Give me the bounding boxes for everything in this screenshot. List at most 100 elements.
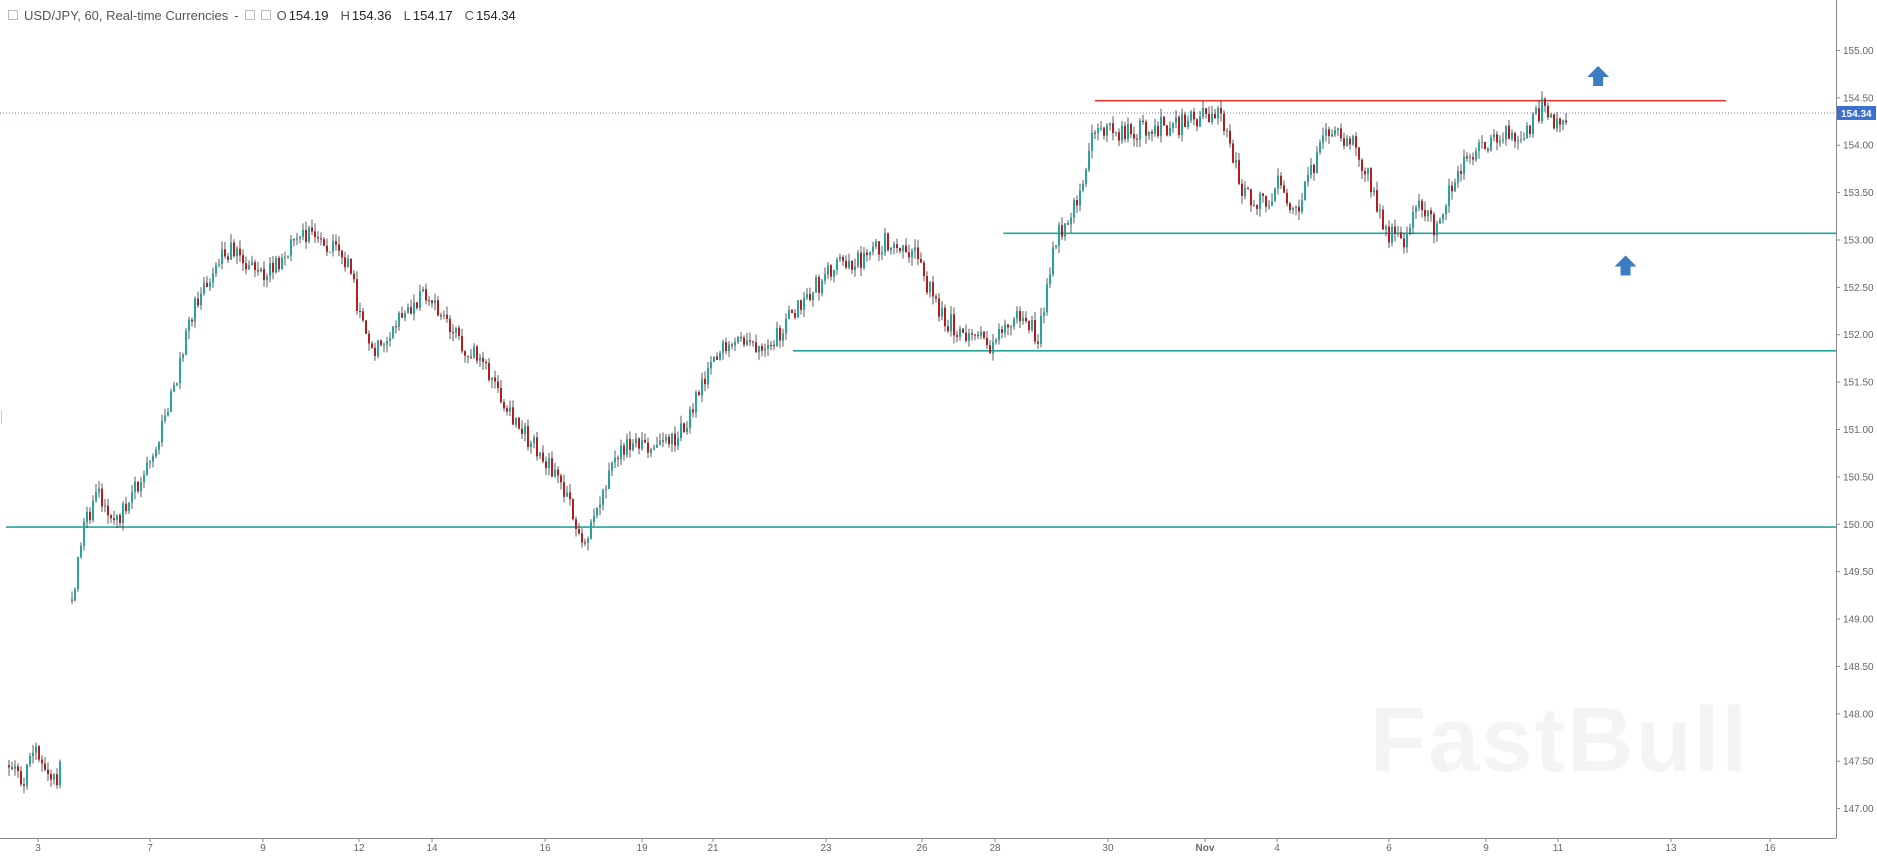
up-arrow-icon <box>1587 65 1610 86</box>
candle-body <box>41 759 43 764</box>
collapse-icon[interactable] <box>8 10 18 20</box>
candle-body <box>1013 318 1015 327</box>
candle-body <box>593 515 595 522</box>
candle-body <box>863 252 865 268</box>
candle-body <box>890 248 892 251</box>
candle-body <box>122 503 124 524</box>
candle-body <box>1163 116 1165 126</box>
candle-body <box>116 515 118 521</box>
candle-body <box>701 378 703 396</box>
candle-body <box>905 245 907 253</box>
candle-body <box>1094 132 1096 134</box>
candle-body <box>473 346 475 358</box>
candle-body <box>437 300 439 316</box>
open-label: O <box>276 7 287 23</box>
candle-body <box>1034 320 1036 342</box>
candle-body <box>1397 232 1399 234</box>
candle-body <box>1253 204 1255 206</box>
candle-body <box>773 345 775 347</box>
candle-body <box>1118 132 1120 141</box>
candle-body <box>158 442 160 450</box>
candle-body <box>542 452 544 462</box>
candle-body <box>881 252 883 255</box>
candle-body <box>26 764 28 786</box>
candle-body <box>569 492 571 500</box>
x-tick-label: 3 <box>35 843 41 854</box>
candle-body <box>1022 317 1024 322</box>
candle-body <box>926 276 928 293</box>
candle-body <box>1433 214 1435 236</box>
candle-body <box>815 277 817 293</box>
candle-body <box>1064 223 1066 237</box>
candle-body <box>83 521 85 546</box>
candle-body <box>686 427 688 433</box>
candle-body <box>1526 125 1528 138</box>
candle-body <box>629 438 631 450</box>
candle-body <box>1352 136 1354 145</box>
candle-body <box>1460 171 1462 174</box>
y-tick-label: 149.50 <box>1843 567 1874 578</box>
candle-body <box>677 438 679 446</box>
candle-body <box>755 342 757 353</box>
candle-body <box>557 469 559 476</box>
candle-body <box>683 423 685 433</box>
candle-body <box>128 502 130 512</box>
candle-body <box>1220 107 1222 114</box>
candle-body <box>1454 182 1456 192</box>
settings-box-icon[interactable] <box>244 10 255 20</box>
symbol-title[interactable]: USD/JPY, 60, Real-time Currencies <box>24 7 229 23</box>
candle-body <box>599 504 601 508</box>
x-tick-label: 14 <box>426 843 438 854</box>
candle-body <box>314 231 316 238</box>
candle-body <box>329 251 331 253</box>
candle-body <box>821 280 823 293</box>
candle-body <box>716 356 718 360</box>
candle-body <box>335 241 337 245</box>
candle-body <box>1520 139 1522 141</box>
candle-body <box>911 250 913 258</box>
candle-body <box>200 293 202 306</box>
candle-body <box>674 433 676 446</box>
candle-body <box>842 256 844 261</box>
candle-body <box>1379 209 1381 212</box>
candle-body <box>1448 185 1450 207</box>
candle-body <box>1319 142 1321 153</box>
dropdown-chevron-icon[interactable]: - <box>234 7 239 23</box>
candle-body <box>1316 152 1318 173</box>
candle-body <box>1280 175 1282 186</box>
candle-body <box>710 361 712 369</box>
candle-body <box>935 296 937 299</box>
candle-body <box>1184 114 1186 127</box>
candle-body <box>974 334 976 336</box>
candle-body <box>1358 147 1360 160</box>
candle-body <box>929 282 931 293</box>
candle-body <box>101 488 103 507</box>
candle-body <box>671 433 673 445</box>
candle-body <box>1139 120 1141 140</box>
candle-body <box>143 474 145 483</box>
y-tick-label: 151.00 <box>1843 425 1874 436</box>
candle-body <box>1451 185 1453 192</box>
y-tick-label: 150.00 <box>1843 520 1874 531</box>
x-tick-label: 19 <box>636 843 648 854</box>
candle-body <box>875 241 877 247</box>
candle-body <box>1160 116 1162 137</box>
x-tick-label: 23 <box>820 843 832 854</box>
candle-body <box>803 297 805 310</box>
last-price-badge <box>1837 105 1876 120</box>
candle-body <box>1436 223 1438 236</box>
candle-body <box>1328 129 1330 137</box>
candle-body <box>1508 125 1510 139</box>
candle-body <box>1067 223 1069 225</box>
candle-body <box>575 519 577 529</box>
candle-body <box>1283 185 1285 193</box>
left-drag-handle[interactable] <box>1 410 5 424</box>
candle-body <box>668 436 670 445</box>
candle-body <box>608 470 610 490</box>
hide-box-icon[interactable] <box>260 10 271 20</box>
y-tick-label: 154.00 <box>1843 141 1874 152</box>
candle-body <box>908 252 910 258</box>
candle-body <box>986 337 988 346</box>
